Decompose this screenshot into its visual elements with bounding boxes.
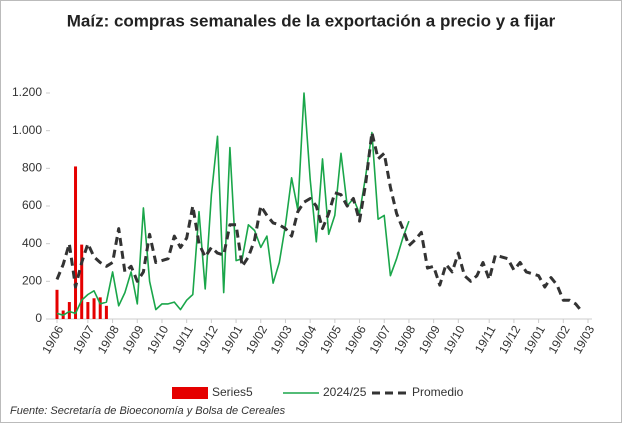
y-tick-label: 1.200 bbox=[12, 85, 42, 99]
bar bbox=[92, 298, 96, 319]
bar bbox=[104, 305, 108, 319]
legend-label: 2024/25 bbox=[323, 385, 367, 399]
line bbox=[56, 92, 410, 316]
bar bbox=[55, 289, 59, 319]
legend-label: Series5 bbox=[212, 385, 253, 399]
bar bbox=[80, 244, 84, 319]
bar bbox=[67, 302, 71, 319]
y-tick-label: 1.000 bbox=[12, 123, 42, 137]
y-tick-label: 400 bbox=[22, 236, 42, 250]
dashed-line bbox=[55, 131, 583, 313]
source: Fuente: Secretaría de Bioeconomía y Bols… bbox=[10, 405, 286, 417]
y-tick-label: 0 bbox=[35, 311, 42, 325]
chart-title: Maíz: compras semanales de la exportació… bbox=[67, 11, 556, 30]
legend-swatch bbox=[172, 387, 208, 399]
y-tick-label: 200 bbox=[22, 274, 42, 288]
bar bbox=[86, 302, 90, 319]
bar bbox=[98, 297, 102, 319]
bar bbox=[74, 166, 78, 319]
legend-label: Promedio bbox=[412, 385, 464, 399]
y-tick-label: 800 bbox=[22, 161, 42, 175]
y-tick-label: 600 bbox=[22, 198, 42, 212]
